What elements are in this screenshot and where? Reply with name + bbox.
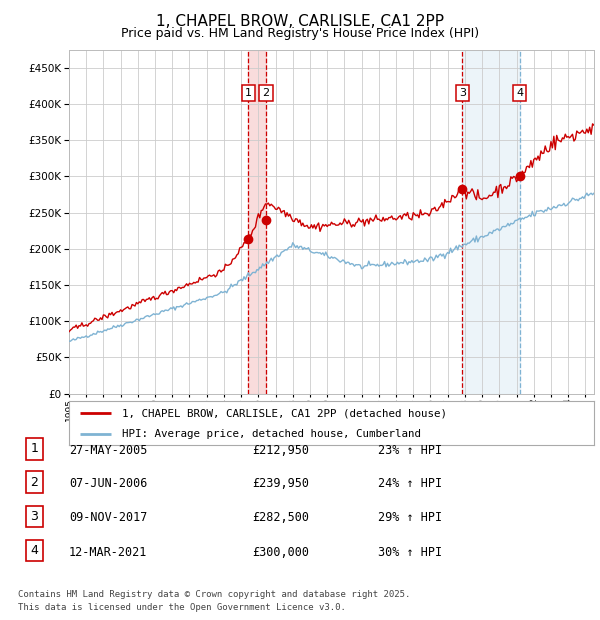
Text: 07-JUN-2006: 07-JUN-2006 — [69, 477, 148, 490]
Text: 2: 2 — [262, 88, 269, 98]
Text: £300,000: £300,000 — [252, 546, 309, 559]
Text: £239,950: £239,950 — [252, 477, 309, 490]
Bar — [463, 50, 520, 394]
Text: 1, CHAPEL BROW, CARLISLE, CA1 2PP (detached house): 1, CHAPEL BROW, CARLISLE, CA1 2PP (detac… — [121, 409, 446, 419]
Text: 2: 2 — [31, 476, 38, 489]
Text: 3: 3 — [31, 510, 38, 523]
Text: 3: 3 — [459, 88, 466, 98]
Text: 1: 1 — [31, 443, 38, 455]
Text: 29% ↑ HPI: 29% ↑ HPI — [378, 512, 442, 525]
Text: 1, CHAPEL BROW, CARLISLE, CA1 2PP: 1, CHAPEL BROW, CARLISLE, CA1 2PP — [156, 14, 444, 29]
Bar — [248, 50, 266, 394]
Text: 27-MAY-2005: 27-MAY-2005 — [69, 444, 148, 457]
Text: HPI: Average price, detached house, Cumberland: HPI: Average price, detached house, Cumb… — [121, 428, 421, 439]
Text: 09-NOV-2017: 09-NOV-2017 — [69, 512, 148, 525]
Text: Contains HM Land Registry data © Crown copyright and database right 2025.: Contains HM Land Registry data © Crown c… — [18, 590, 410, 600]
Text: 23% ↑ HPI: 23% ↑ HPI — [378, 444, 442, 457]
Text: 12-MAR-2021: 12-MAR-2021 — [69, 546, 148, 559]
Text: 4: 4 — [516, 88, 523, 98]
Text: 24% ↑ HPI: 24% ↑ HPI — [378, 477, 442, 490]
Text: £212,950: £212,950 — [252, 444, 309, 457]
Text: £282,500: £282,500 — [252, 512, 309, 525]
Text: 4: 4 — [31, 544, 38, 557]
Text: 1: 1 — [245, 88, 251, 98]
Text: This data is licensed under the Open Government Licence v3.0.: This data is licensed under the Open Gov… — [18, 603, 346, 612]
Text: Price paid vs. HM Land Registry's House Price Index (HPI): Price paid vs. HM Land Registry's House … — [121, 27, 479, 40]
Text: 30% ↑ HPI: 30% ↑ HPI — [378, 546, 442, 559]
